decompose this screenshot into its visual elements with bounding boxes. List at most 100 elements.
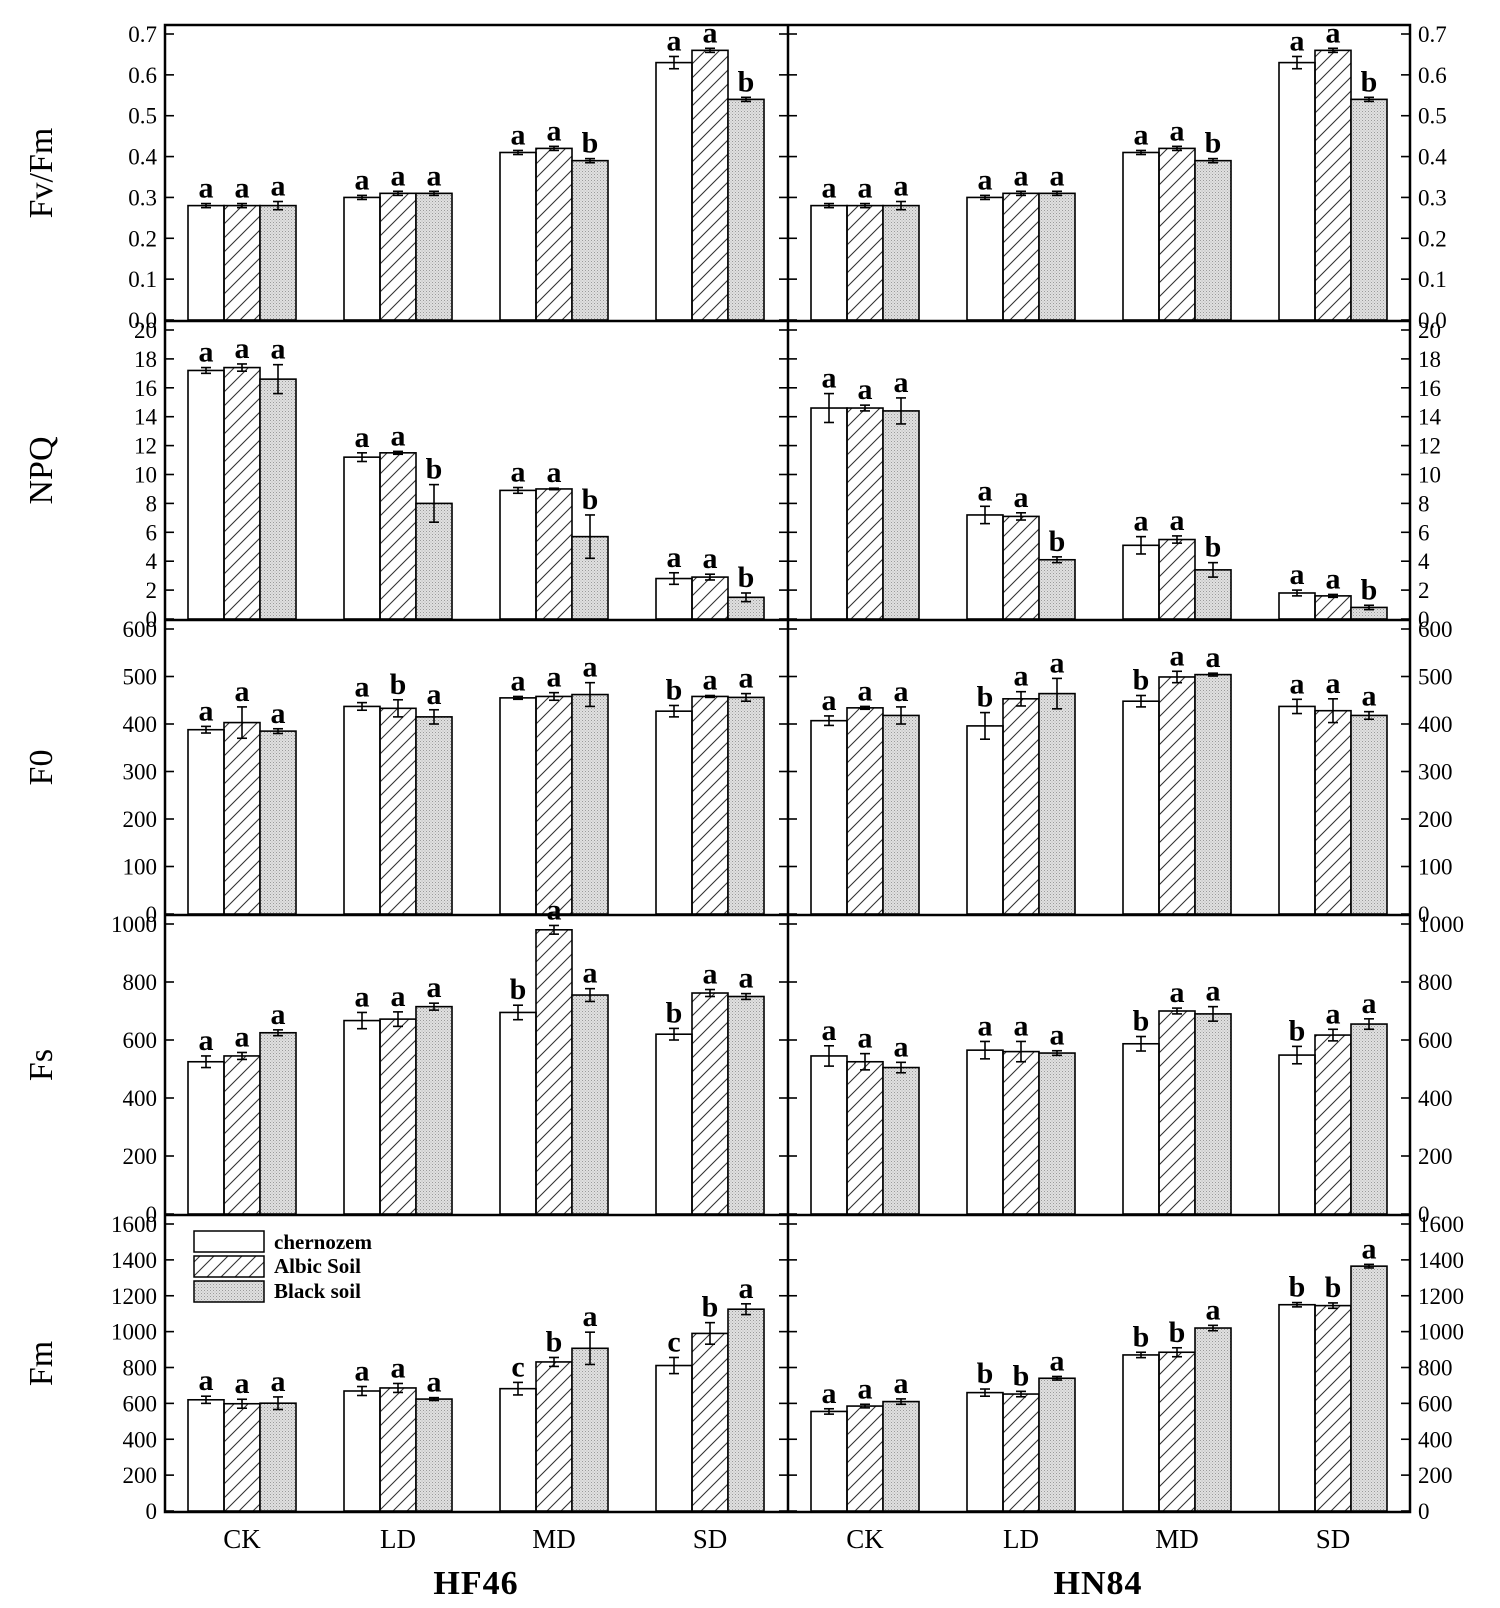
- bar-fv-fm-hn84-sd-albic-soil: [1314, 49, 1352, 321]
- y-tick-label-right-f0: 100: [1418, 855, 1453, 880]
- bar-npq-hf46-ck-chernozem: [187, 369, 225, 620]
- bar-fs-hn84-md-chernozem: [1122, 1042, 1160, 1215]
- significance-letter: a: [858, 674, 873, 707]
- significance-letter: a: [511, 118, 526, 151]
- significance-letter: a: [199, 336, 214, 369]
- significance-letter: c: [667, 1325, 680, 1358]
- significance-letter: a: [978, 163, 993, 196]
- significance-letter: a: [894, 1367, 909, 1400]
- bar-fs-hf46-sd-albic-soil: [691, 992, 729, 1215]
- legend-swatch-chernozem: [193, 1230, 265, 1253]
- bar-fs-hf46-ck-black-soil: [259, 1031, 297, 1215]
- y-axis-title-fs: Fs: [23, 1049, 60, 1081]
- x-tick-label-hf46-ld: LD: [380, 1524, 416, 1554]
- y-tick-label-right-fs: 0: [1418, 1202, 1430, 1227]
- significance-letter: a: [547, 661, 562, 694]
- significance-letter: a: [271, 333, 286, 366]
- y-tick-label-right-fm: 800: [1418, 1356, 1453, 1381]
- y-tick-label-right-npq: 4: [1418, 549, 1430, 574]
- y-tick-label-left-fv-fm: 0.1: [128, 267, 157, 292]
- x-tick-label-hn84-ck: CK: [846, 1524, 884, 1554]
- bar-fs-hn84-sd-black-soil: [1350, 1023, 1388, 1215]
- significance-letter: a: [1170, 114, 1185, 147]
- bar-fs-hn84-sd-albic-soil: [1314, 1034, 1352, 1215]
- y-tick-label-right-npq: 8: [1418, 491, 1430, 516]
- significance-letter: a: [271, 998, 286, 1031]
- bar-fm-hn84-md-albic-soil: [1158, 1351, 1196, 1512]
- significance-letter: a: [894, 170, 909, 203]
- y-tick-label-right-npq: 10: [1418, 463, 1441, 488]
- y-tick-label-left-npq: 6: [146, 520, 158, 545]
- bar-fv-fm-hn84-md-chernozem: [1122, 151, 1160, 321]
- significance-letter: a: [1290, 24, 1305, 57]
- significance-letter: a: [1206, 1293, 1221, 1326]
- significance-letter: a: [1134, 505, 1149, 538]
- x-tick-label-hn84-sd: SD: [1316, 1524, 1351, 1554]
- y-tick-label-right-fm: 1400: [1418, 1248, 1464, 1273]
- bar-npq-hf46-md-albic-soil: [535, 488, 573, 620]
- bar-f0-hn84-ck-black-soil: [882, 714, 920, 915]
- significance-letter: b: [1133, 664, 1150, 697]
- significance-letter: a: [858, 172, 873, 205]
- significance-letter: a: [1134, 118, 1149, 151]
- significance-letter: a: [1050, 1344, 1065, 1377]
- x-tick-label-hn84-ld: LD: [1003, 1524, 1039, 1554]
- significance-letter: b: [582, 483, 599, 516]
- y-tick-label-left-f0: 200: [123, 807, 158, 832]
- y-tick-label-left-npq: 12: [134, 434, 157, 459]
- significance-letter: a: [355, 421, 370, 454]
- y-tick-label-left-f0: 400: [123, 712, 158, 737]
- bar-fm-hn84-ld-albic-soil: [1002, 1393, 1040, 1512]
- significance-letter: a: [1326, 997, 1341, 1030]
- bar-fs-hf46-ld-albic-soil: [379, 1018, 417, 1215]
- bar-f0-hn84-md-black-soil: [1194, 673, 1232, 915]
- y-tick-label-left-npq: 18: [134, 347, 157, 372]
- bar-fv-fm-hf46-ld-albic-soil: [379, 192, 417, 321]
- y-tick-label-left-fs: 200: [123, 1144, 158, 1169]
- significance-letter: a: [235, 675, 250, 708]
- significance-letter: a: [1050, 1019, 1065, 1052]
- bar-fv-fm-hn84-sd-chernozem: [1278, 61, 1316, 321]
- bar-f0-hf46-sd-black-soil: [727, 696, 765, 915]
- bar-f0-hn84-ck-chernozem: [810, 719, 848, 915]
- significance-letter: a: [667, 24, 682, 57]
- bar-fv-fm-hf46-ck-albic-soil: [223, 204, 261, 321]
- significance-letter: a: [511, 456, 526, 489]
- bar-fs-hn84-md-black-soil: [1194, 1013, 1232, 1215]
- significance-letter: a: [235, 332, 250, 365]
- bar-fv-fm-hn84-ck-albic-soil: [846, 204, 884, 321]
- significance-letter: a: [1050, 646, 1065, 679]
- bar-fv-fm-hf46-ck-black-soil: [259, 204, 297, 321]
- bar-fm-hf46-ld-chernozem: [343, 1390, 381, 1512]
- bar-fv-fm-hn84-md-black-soil: [1194, 159, 1232, 321]
- y-tick-label-left-f0: 0: [146, 902, 158, 927]
- bar-fm-hf46-md-albic-soil: [535, 1361, 573, 1512]
- bar-f0-hf46-ld-black-soil: [415, 716, 453, 915]
- significance-letter: a: [739, 962, 754, 995]
- y-tick-label-left-fm: 400: [123, 1427, 158, 1452]
- significance-letter: a: [547, 893, 562, 926]
- y-tick-label-left-fs: 1000: [111, 912, 157, 937]
- bar-fs-hn84-ld-chernozem: [966, 1049, 1004, 1215]
- y-tick-label-right-fm: 1600: [1418, 1212, 1464, 1237]
- y-tick-label-left-f0: 500: [123, 665, 158, 690]
- bar-npq-hf46-ld-albic-soil: [379, 452, 417, 620]
- legend: chernozem Albic Soil Black soil: [193, 1230, 372, 1303]
- significance-letter: a: [511, 664, 526, 697]
- y-tick-label-right-f0: 400: [1418, 712, 1453, 737]
- y-tick-label-right-fv-fm: 0.6: [1418, 63, 1447, 88]
- bar-fs-hf46-ld-black-soil: [415, 1005, 453, 1215]
- significance-letter: a: [858, 1372, 873, 1405]
- bar-fv-fm-hf46-sd-chernozem: [655, 61, 693, 321]
- y-tick-label-left-fv-fm: 0.7: [128, 22, 157, 47]
- bar-f0-hf46-md-albic-soil: [535, 695, 573, 915]
- significance-letter: a: [355, 163, 370, 196]
- significance-letter: b: [1361, 65, 1378, 98]
- y-tick-label-right-fm: 200: [1418, 1463, 1453, 1488]
- y-tick-label-left-fv-fm: 0.4: [128, 145, 157, 170]
- significance-letter: a: [391, 159, 406, 192]
- significance-letter: a: [894, 675, 909, 708]
- bar-f0-hn84-ld-black-soil: [1038, 692, 1076, 915]
- y-tick-label-left-f0: 300: [123, 760, 158, 785]
- bar-f0-hf46-sd-chernozem: [655, 710, 693, 915]
